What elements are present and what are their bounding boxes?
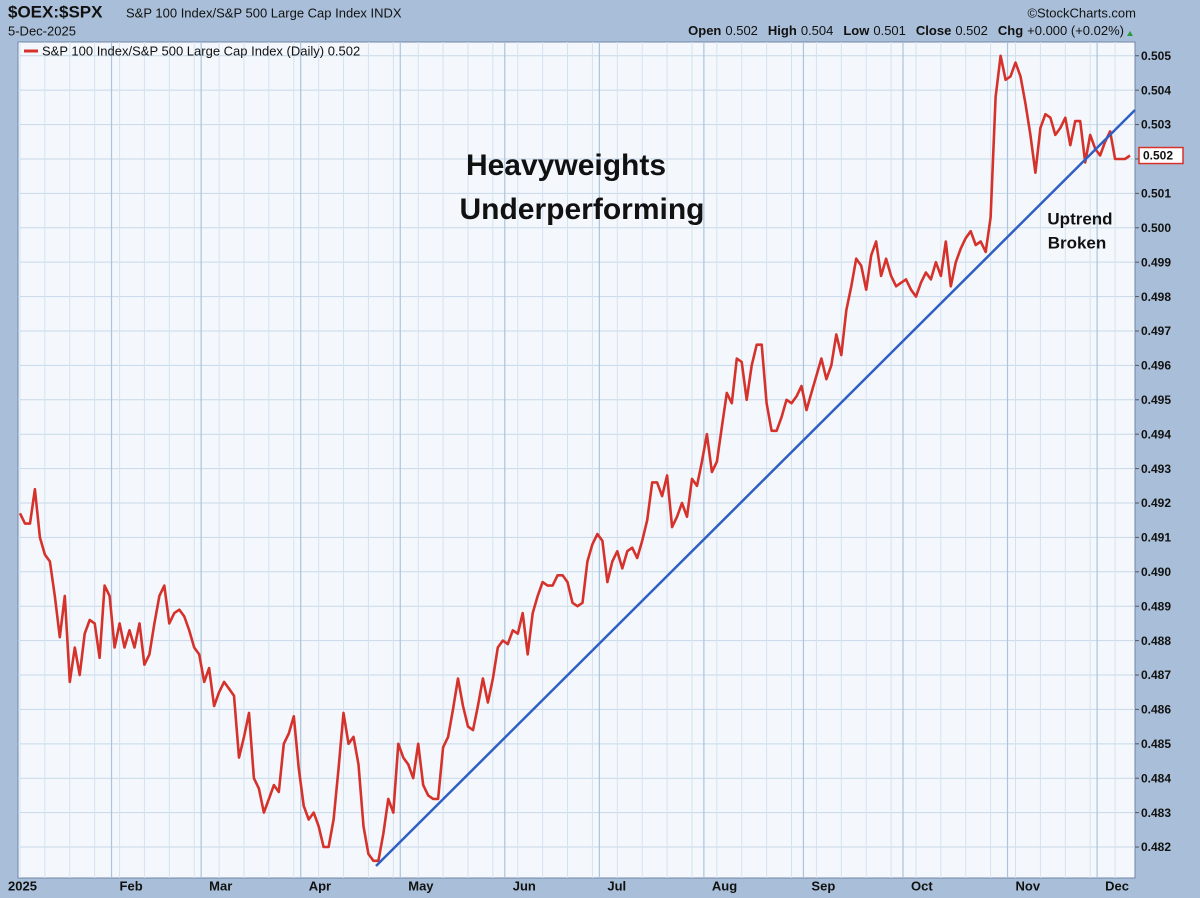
annotation: Broken (1048, 233, 1107, 252)
grid (18, 42, 1135, 878)
y-tick-label: 0.497 (1141, 324, 1171, 338)
y-tick-label: 0.484 (1141, 771, 1171, 785)
quote-value: +0.000 (+0.02%) (1027, 23, 1124, 38)
y-tick-label: 0.491 (1141, 531, 1171, 545)
y-tick-label: 0.490 (1141, 565, 1171, 579)
y-tick-label: 0.492 (1141, 496, 1171, 510)
y-tick-label: 0.488 (1141, 634, 1171, 648)
quote-value: 0.501 (873, 23, 906, 38)
marks (18, 54, 1131, 863)
x-tick-label: 2025 (8, 878, 37, 893)
y-tick-label: 0.483 (1141, 806, 1171, 820)
legend-label: S&P 100 Index/S&P 500 Large Cap Index (D… (42, 43, 360, 58)
quote-label: Chg (998, 23, 1023, 38)
y-tick-label: 0.494 (1141, 427, 1171, 441)
annotation: Heavyweights (466, 149, 666, 182)
quote-value: 0.502 (955, 23, 988, 38)
last-value-box (1138, 146, 1184, 165)
y-tick-label: 0.504 (1141, 83, 1171, 97)
x-tick-label: Jul (607, 878, 626, 893)
description: S&P 100 Index/S&P 500 Large Cap Index IN… (126, 5, 402, 20)
data-line (18, 54, 1131, 863)
y-tick-label: 0.487 (1141, 668, 1171, 682)
y-tick-label: 0.482 (1141, 840, 1171, 854)
quote-label: Open (688, 23, 721, 38)
quote-label: High (768, 23, 797, 38)
x-tick-label: Jun (513, 878, 536, 893)
symbol: $OEX:$SPX (8, 2, 103, 21)
x-tick-label: Feb (120, 878, 143, 893)
up-arrow (1127, 31, 1133, 36)
y-tick-label: 0.495 (1141, 393, 1171, 407)
y-tick-label: 0.503 (1141, 118, 1171, 132)
date: 5-Dec-2025 (8, 23, 76, 38)
quote-value: 0.504 (801, 23, 834, 38)
annotation: Uptrend (1047, 209, 1112, 228)
quote-value: 0.502 (725, 23, 758, 38)
quote: Open 0.502 High 0.504 Low 0.501 Close 0.502 Chg +… (688, 23, 1124, 38)
y-tick-label: 0.486 (1141, 703, 1171, 717)
plot-area (17, 41, 1136, 879)
last-value-label: 0.502 (1143, 149, 1173, 163)
quote-label: Low (843, 23, 870, 38)
x-tick-label: Dec (1105, 878, 1129, 893)
x-tick-label: Mar (209, 878, 232, 893)
annotation: Underperforming (459, 193, 704, 226)
x-tick-label: Aug (712, 878, 737, 893)
y-tick-label: 0.500 (1141, 221, 1171, 235)
y-tick-label: 0.496 (1141, 359, 1171, 373)
y-tick-label: 0.498 (1141, 290, 1171, 304)
y-tick-label: 0.493 (1141, 462, 1171, 476)
y-tick-label: 0.485 (1141, 737, 1171, 751)
quote-label: Close (916, 23, 951, 38)
x-tick-label: May (408, 878, 434, 893)
x-tick-label: Nov (1016, 878, 1041, 893)
source: ©StockCharts.com (1027, 5, 1136, 20)
y-tick-label: 0.501 (1141, 187, 1171, 201)
y-tick-label: 0.489 (1141, 599, 1171, 613)
x-tick-label: Sep (811, 878, 835, 893)
trend-line (375, 109, 1136, 867)
x-tick-label: Oct (911, 878, 933, 893)
x-tick-label: Apr (309, 878, 331, 893)
y-tick-label: 0.505 (1141, 49, 1171, 63)
y-tick-label: 0.499 (1141, 255, 1171, 269)
